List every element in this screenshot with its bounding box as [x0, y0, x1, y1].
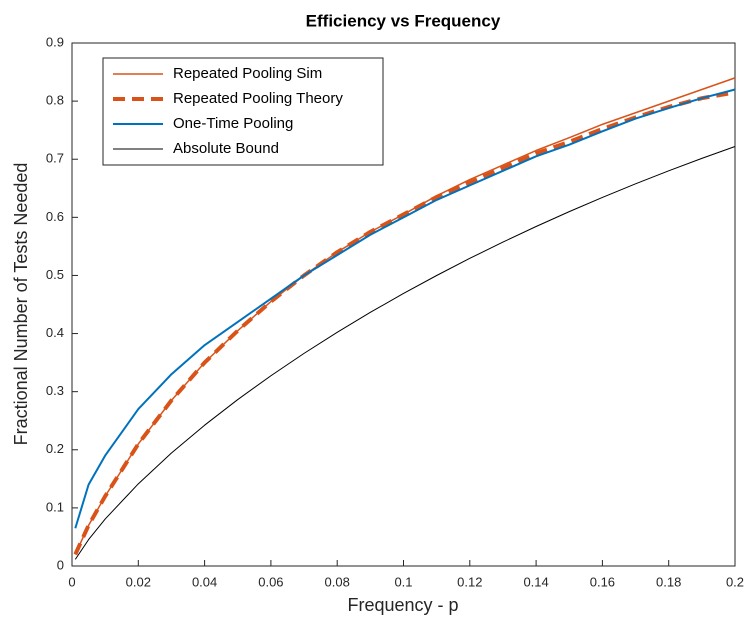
x-tick-label: 0	[68, 574, 75, 589]
legend-label: One-Time Pooling	[173, 115, 293, 132]
y-tick-label: 0.1	[46, 499, 64, 514]
series-line	[74, 88, 736, 529]
x-tick-label: 0.12	[457, 574, 482, 589]
legend-label: Repeated Pooling Theory	[173, 90, 343, 107]
y-tick-label: 0.9	[46, 34, 64, 49]
y-tick-label: 0.2	[46, 441, 64, 456]
x-tick-label: 0.02	[126, 574, 151, 589]
legend-label: Absolute Bound	[173, 140, 279, 157]
x-tick-label: 0.18	[656, 574, 681, 589]
series-line	[73, 90, 736, 556]
y-tick-label: 0.6	[46, 209, 64, 224]
x-tick-label: 0.16	[590, 574, 615, 589]
y-tick-label: 0.8	[46, 93, 64, 108]
y-tick-label: 0.5	[46, 267, 64, 282]
y-tick-label: 0.4	[46, 325, 64, 340]
series-line	[74, 146, 736, 560]
y-tick-label: 0	[57, 557, 64, 572]
x-axis-label: Frequency - p	[347, 595, 458, 615]
x-tick-label: 0.14	[523, 574, 548, 589]
y-axis-label: Fractional Number of Tests Needed	[11, 163, 31, 446]
x-tick-label: 0.06	[258, 574, 283, 589]
x-tick-label: 0.1	[394, 574, 412, 589]
y-tick-label: 0.3	[46, 383, 64, 398]
x-tick-label: 0.04	[192, 574, 217, 589]
chart-title: Efficiency vs Frequency	[306, 11, 501, 30]
legend-label: Repeated Pooling Sim	[173, 65, 322, 82]
legend-box	[102, 57, 384, 166]
x-tick-label: 0.2	[726, 574, 744, 589]
x-tick-label: 0.08	[325, 574, 350, 589]
y-tick-label: 0.7	[46, 151, 64, 166]
